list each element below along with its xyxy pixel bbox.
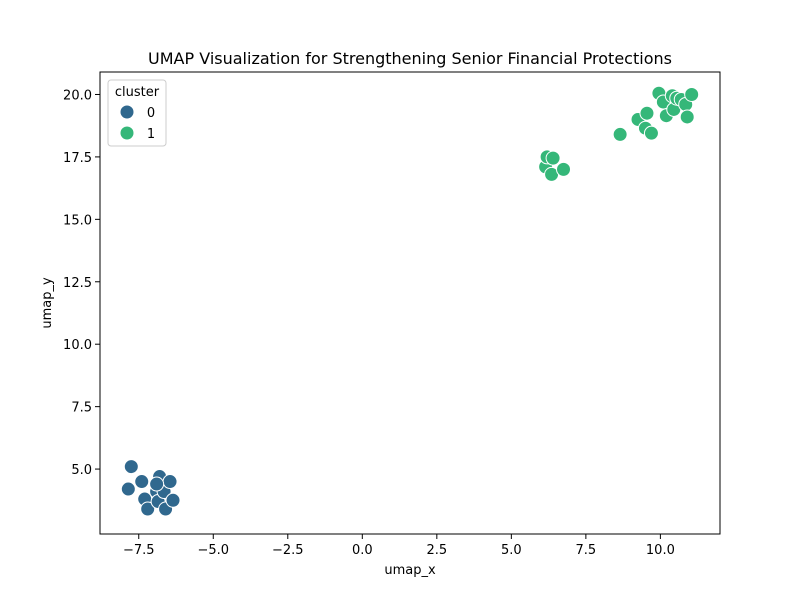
y-tick-label-2: 10.0	[63, 338, 92, 353]
x-axis-label: umap_x	[384, 563, 436, 578]
legend-marker-0	[119, 104, 135, 120]
point-cluster-0-2	[134, 474, 150, 490]
point-cluster-0-1	[120, 481, 136, 497]
point-cluster-1-18	[679, 109, 695, 125]
point-cluster-0-12	[149, 476, 165, 492]
chart-title: UMAP Visualization for Strengthening Sen…	[148, 49, 672, 68]
x-tick-label-7: 10.0	[646, 543, 675, 558]
legend-label-1: 1	[147, 127, 155, 142]
legend: cluster 0 1	[107, 79, 167, 147]
y-tick-label-6: 20.0	[63, 88, 92, 103]
point-cluster-1-2	[545, 150, 561, 166]
legend-marker-1	[119, 125, 135, 141]
x-tick-label-6: 7.5	[576, 543, 597, 558]
point-cluster-1-4	[556, 161, 572, 177]
y-tick-label-0: 5.0	[71, 463, 92, 478]
point-cluster-1-19	[684, 86, 700, 102]
x-tick-label-5: 5.0	[501, 543, 522, 558]
y-tick-label-5: 17.5	[63, 151, 92, 166]
y-tick-label-1: 7.5	[71, 401, 92, 416]
x-tick-label-3: 0.0	[352, 543, 373, 558]
plot-frame	[99, 71, 721, 535]
point-cluster-1-5	[612, 126, 628, 142]
point-cluster-0-0	[123, 459, 139, 475]
y-tick-label-4: 15.0	[63, 213, 92, 228]
point-cluster-1-9	[643, 125, 659, 141]
y-axis-label: umap_y	[40, 277, 55, 329]
x-axis: −7.5 −5.0 −2.5 0.0 2.5 5.0 7.5 10.0	[123, 534, 675, 558]
point-cluster-1-8	[639, 105, 655, 121]
point-cluster-0-4	[140, 501, 156, 517]
x-tick-label-0: −7.5	[123, 543, 155, 558]
x-tick-label-1: −5.0	[197, 543, 229, 558]
point-cluster-0-11	[165, 492, 181, 508]
points-layer	[120, 85, 700, 517]
legend-title: cluster	[115, 85, 160, 100]
y-tick-label-3: 12.5	[63, 276, 92, 291]
x-tick-label-4: 2.5	[426, 543, 447, 558]
point-cluster-0-10	[162, 474, 178, 490]
x-tick-label-2: −2.5	[272, 543, 304, 558]
legend-label-0: 0	[147, 106, 155, 121]
y-axis: 5.0 7.5 10.0 12.5 15.0 17.5 20.0	[63, 88, 100, 478]
